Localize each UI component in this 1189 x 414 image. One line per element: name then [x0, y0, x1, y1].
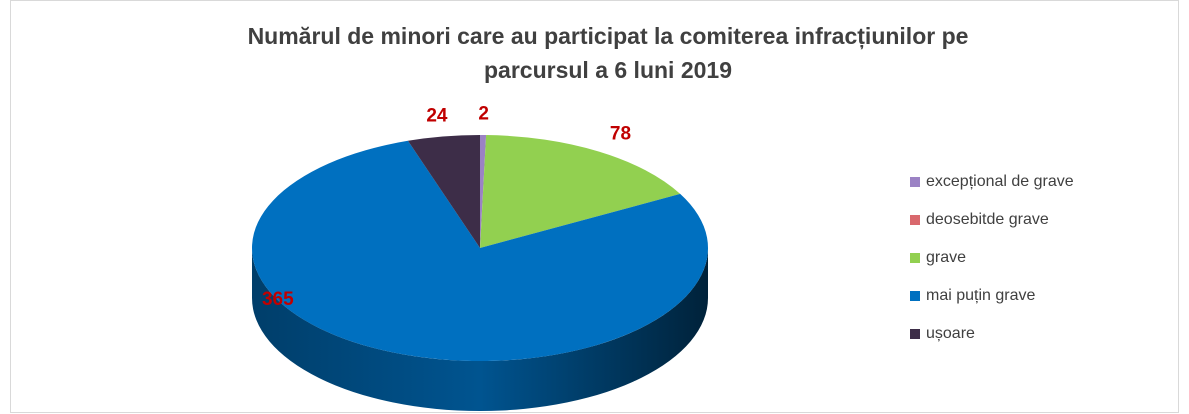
legend-label: deosebitde grave — [926, 211, 1049, 228]
data-label: 365 — [262, 289, 294, 310]
pie-slice — [251, 140, 708, 361]
data-label: 2 — [478, 104, 489, 125]
pie-slice — [480, 135, 487, 248]
legend-swatch — [910, 291, 920, 301]
legend-swatch — [910, 177, 920, 187]
chart-title: Numărul de minori care au participat la … — [248, 23, 969, 50]
pie-slice — [407, 135, 480, 248]
legend-swatch — [910, 253, 920, 263]
pie-slice — [480, 135, 681, 248]
legend-label: excepțional de grave — [926, 173, 1074, 190]
pie-side — [252, 248, 708, 411]
legend-label: ușoare — [926, 325, 975, 342]
data-label: 78 — [610, 123, 631, 144]
legend-swatch — [910, 215, 920, 225]
legend-label: mai puțin grave — [926, 287, 1035, 304]
data-label: 24 — [426, 105, 448, 126]
chart-title: parcursul a 6 luni 2019 — [484, 57, 732, 83]
legend-swatch — [910, 329, 920, 339]
legend-label: grave — [926, 249, 966, 266]
